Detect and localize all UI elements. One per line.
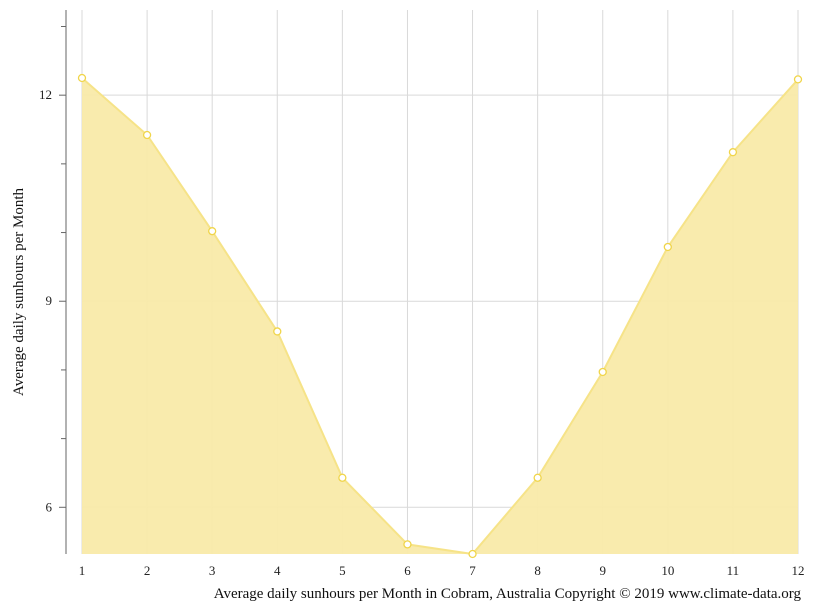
y-tick-label: 6: [46, 499, 53, 514]
data-point: [468, 549, 477, 559]
x-tick-label: 5: [339, 563, 346, 578]
y-tick-label: 9: [46, 293, 53, 308]
x-axis-title: Average daily sunhours per Month in Cobr…: [214, 586, 802, 602]
y-tick-label: 12: [39, 87, 52, 102]
y-axis-title: Average daily sunhours per Month: [11, 188, 27, 397]
data-point: [77, 73, 87, 83]
data-point: [142, 130, 152, 140]
data-point: [793, 75, 803, 84]
data-point: [728, 148, 738, 157]
x-tick-label: 7: [469, 563, 476, 578]
data-point: [338, 473, 347, 482]
x-axis-tick-labels: 1 2 3 4 5 6 7 8 9 10 11 12: [79, 563, 805, 578]
x-tick-label: 3: [209, 563, 216, 578]
series-line: [81, 77, 799, 556]
x-tick-label: 11: [727, 563, 740, 578]
x-tick-label: 8: [534, 563, 541, 578]
x-tick-label: 9: [599, 563, 606, 578]
x-tick-label: 4: [274, 563, 281, 578]
data-point: [403, 540, 412, 549]
data-point: [533, 473, 542, 482]
data-point: [663, 242, 672, 252]
data-points: [77, 73, 803, 559]
x-tick-label: 10: [661, 563, 674, 578]
x-tick-label: 2: [144, 563, 151, 578]
x-tick-label: 1: [79, 563, 86, 578]
x-tick-label: 12: [792, 563, 805, 578]
y-axis-ticks: 6 9 12: [39, 25, 66, 514]
data-point: [208, 227, 217, 236]
x-tick-label: 6: [404, 563, 411, 578]
data-point: [273, 327, 282, 336]
data-point: [598, 367, 607, 377]
area-fill: [82, 78, 798, 554]
